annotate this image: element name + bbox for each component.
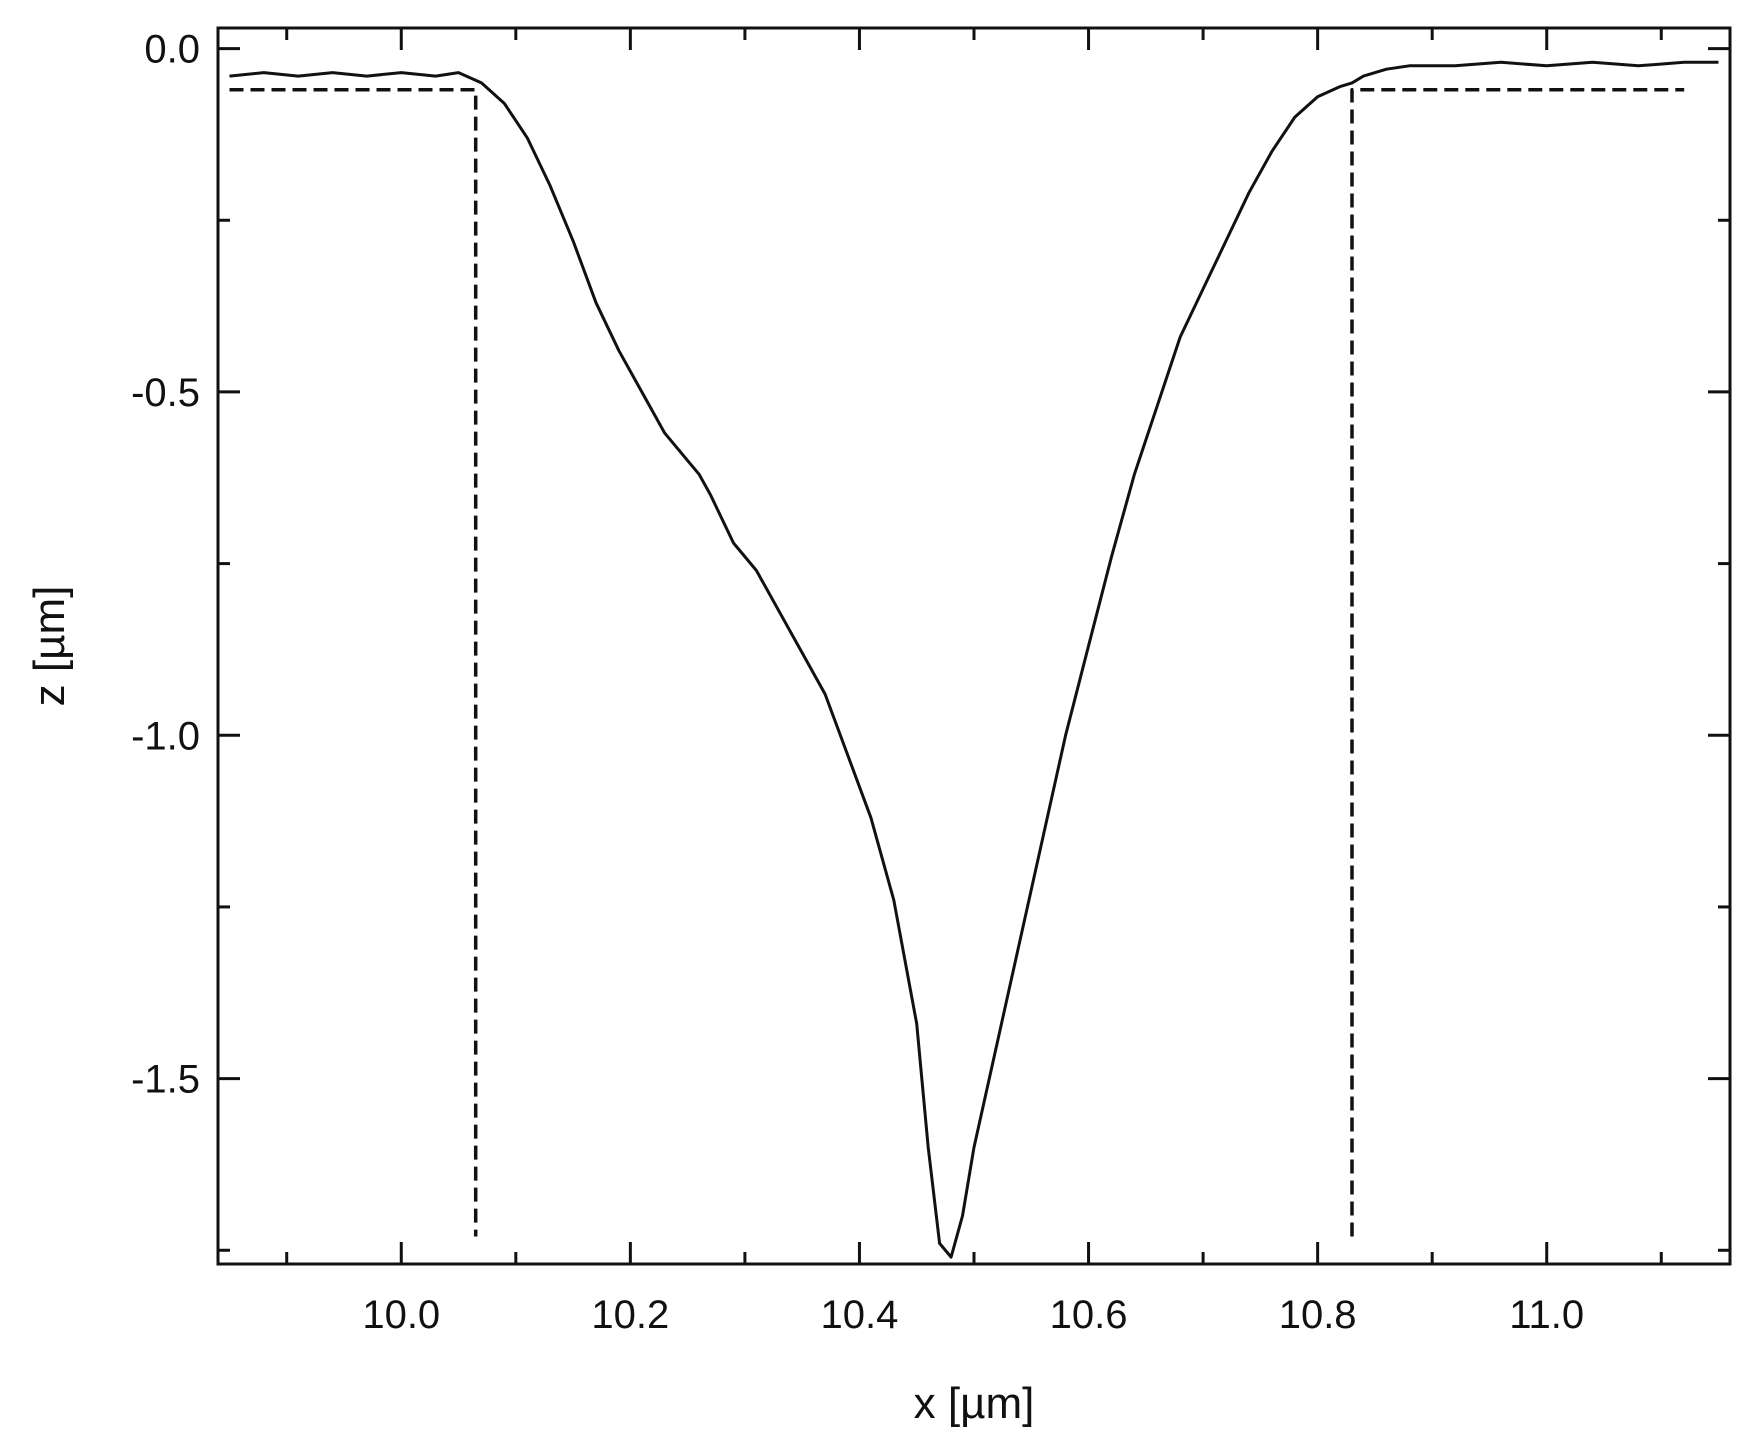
x-tick-label: 10.4 — [821, 1293, 899, 1337]
x-axis-label: x [µm] — [914, 1379, 1035, 1428]
series-layer — [229, 60, 1719, 1259]
reference-line-2 — [1350, 88, 1685, 1237]
ticks-layer — [218, 28, 1730, 1264]
y-tick-label: -0.5 — [131, 371, 200, 415]
x-tick-label: 10.6 — [1050, 1293, 1128, 1337]
profile-line — [229, 60, 1719, 1259]
x-tick-label: 11.0 — [1509, 1293, 1584, 1337]
plot-frame — [216, 26, 1732, 1266]
tick-label-layer: 10.0 10.2 10.4 10.6 10.8 11.0 0.0 -0.5 -1.0 -1.5 — [131, 28, 1584, 1337]
y-axis-label: z [µm] — [25, 586, 74, 707]
y-tick-label: -1.5 — [131, 1058, 200, 1102]
y-tick-label: -1.0 — [131, 714, 200, 758]
x-tick-label: 10.0 — [362, 1293, 440, 1337]
reference-line-1 — [229, 88, 478, 1237]
y-tick-label: 0.0 — [144, 28, 200, 72]
x-tick-label: 10.2 — [591, 1293, 669, 1337]
x-tick-label: 10.8 — [1279, 1293, 1357, 1337]
